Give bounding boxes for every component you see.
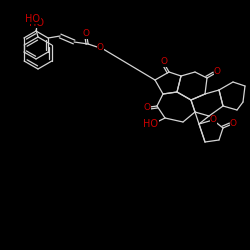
Text: O: O — [144, 104, 150, 112]
Text: O: O — [82, 30, 89, 38]
Text: O: O — [96, 44, 103, 52]
Text: HO: HO — [28, 18, 44, 28]
Text: HO: HO — [144, 119, 158, 129]
Text: HO: HO — [26, 14, 40, 24]
Text: O: O — [160, 58, 168, 66]
Text: O: O — [230, 120, 236, 128]
Text: O: O — [210, 116, 216, 124]
Text: O: O — [214, 68, 220, 76]
